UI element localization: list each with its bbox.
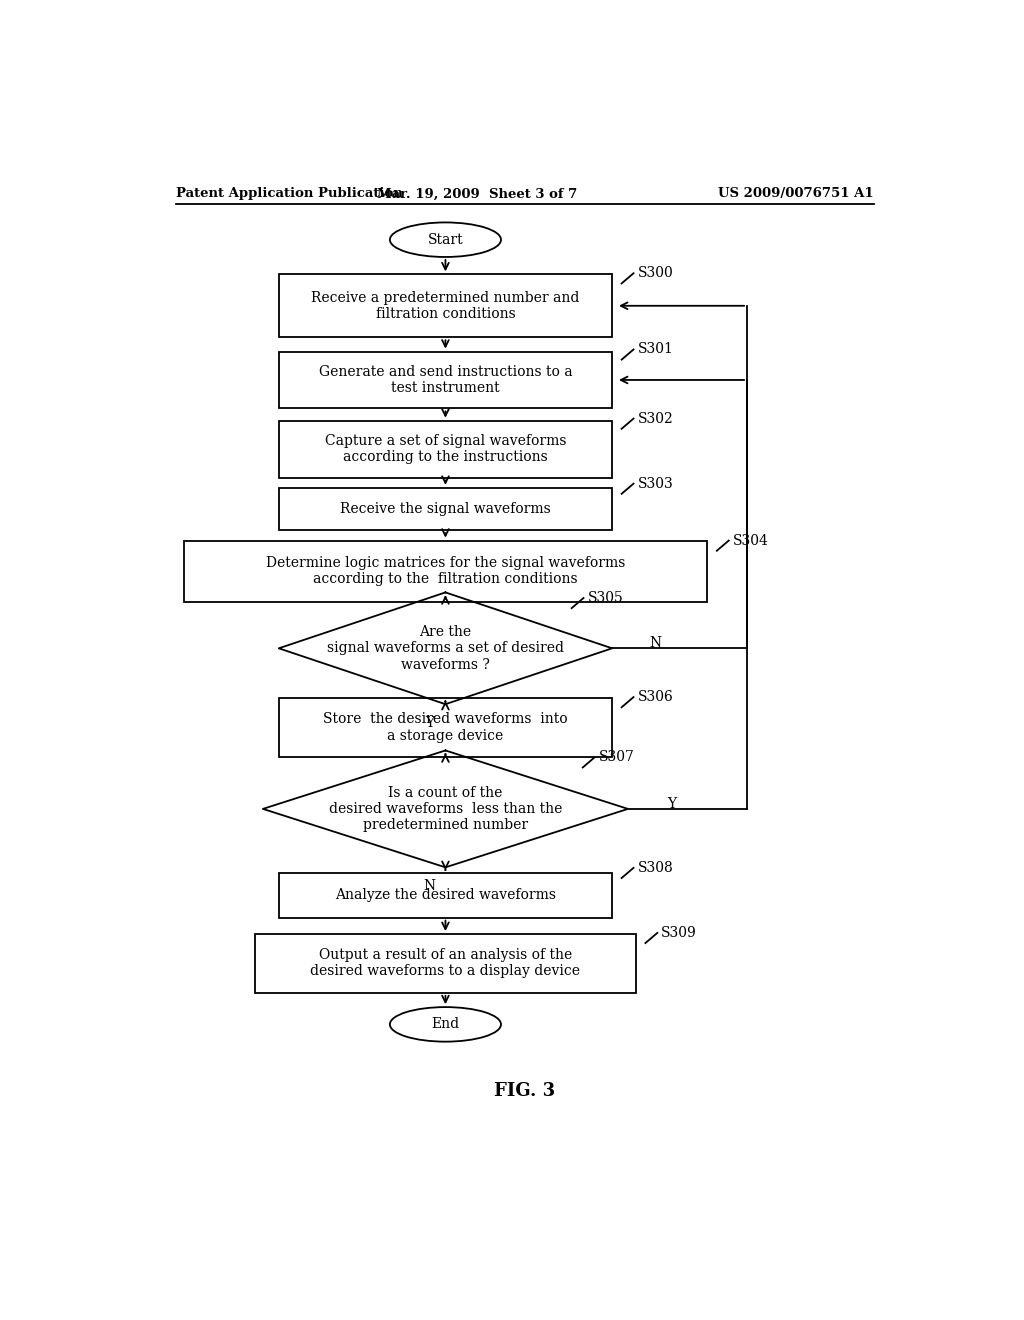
Text: N: N [424,879,435,892]
Polygon shape [263,751,628,867]
Text: End: End [431,1018,460,1031]
FancyBboxPatch shape [279,873,612,917]
Text: Receive a predetermined number and
filtration conditions: Receive a predetermined number and filtr… [311,290,580,321]
Text: Y: Y [667,797,676,810]
Text: Analyze the desired waveforms: Analyze the desired waveforms [335,888,556,903]
Ellipse shape [390,223,501,257]
Text: Is a count of the
desired waveforms  less than the
predetermined number: Is a count of the desired waveforms less… [329,785,562,832]
Text: S307: S307 [599,750,635,764]
FancyBboxPatch shape [279,351,612,408]
Text: S309: S309 [662,925,697,940]
FancyBboxPatch shape [279,275,612,338]
Text: Patent Application Publication: Patent Application Publication [176,187,402,201]
FancyBboxPatch shape [279,487,612,531]
Text: Receive the signal waveforms: Receive the signal waveforms [340,502,551,516]
Text: FIG. 3: FIG. 3 [495,1082,555,1101]
Text: Start: Start [428,232,463,247]
Text: S304: S304 [733,533,769,548]
FancyBboxPatch shape [279,421,612,478]
Text: Mar. 19, 2009  Sheet 3 of 7: Mar. 19, 2009 Sheet 3 of 7 [377,187,578,201]
Text: Store  the desired waveforms  into
a storage device: Store the desired waveforms into a stora… [324,713,567,743]
Text: S306: S306 [638,690,673,704]
Text: S303: S303 [638,477,673,491]
FancyBboxPatch shape [279,698,612,758]
FancyBboxPatch shape [255,935,636,993]
Polygon shape [279,593,612,704]
Text: Generate and send instructions to a
test instrument: Generate and send instructions to a test… [318,364,572,395]
Text: Determine logic matrices for the signal waveforms
according to the  filtration c: Determine logic matrices for the signal … [266,556,625,586]
Text: S300: S300 [638,267,673,280]
Text: Capture a set of signal waveforms
according to the instructions: Capture a set of signal waveforms accord… [325,434,566,465]
Text: S301: S301 [638,342,674,356]
Text: US 2009/0076751 A1: US 2009/0076751 A1 [719,187,873,201]
Text: Output a result of an analysis of the
desired waveforms to a display device: Output a result of an analysis of the de… [310,948,581,978]
Ellipse shape [390,1007,501,1041]
FancyBboxPatch shape [183,541,708,602]
Text: Are the
signal waveforms a set of desired
waveforms ?: Are the signal waveforms a set of desire… [327,626,564,672]
Text: Y: Y [425,715,434,730]
Text: S308: S308 [638,861,673,875]
Text: S302: S302 [638,412,673,425]
Text: S305: S305 [588,591,624,605]
Text: N: N [649,636,662,651]
